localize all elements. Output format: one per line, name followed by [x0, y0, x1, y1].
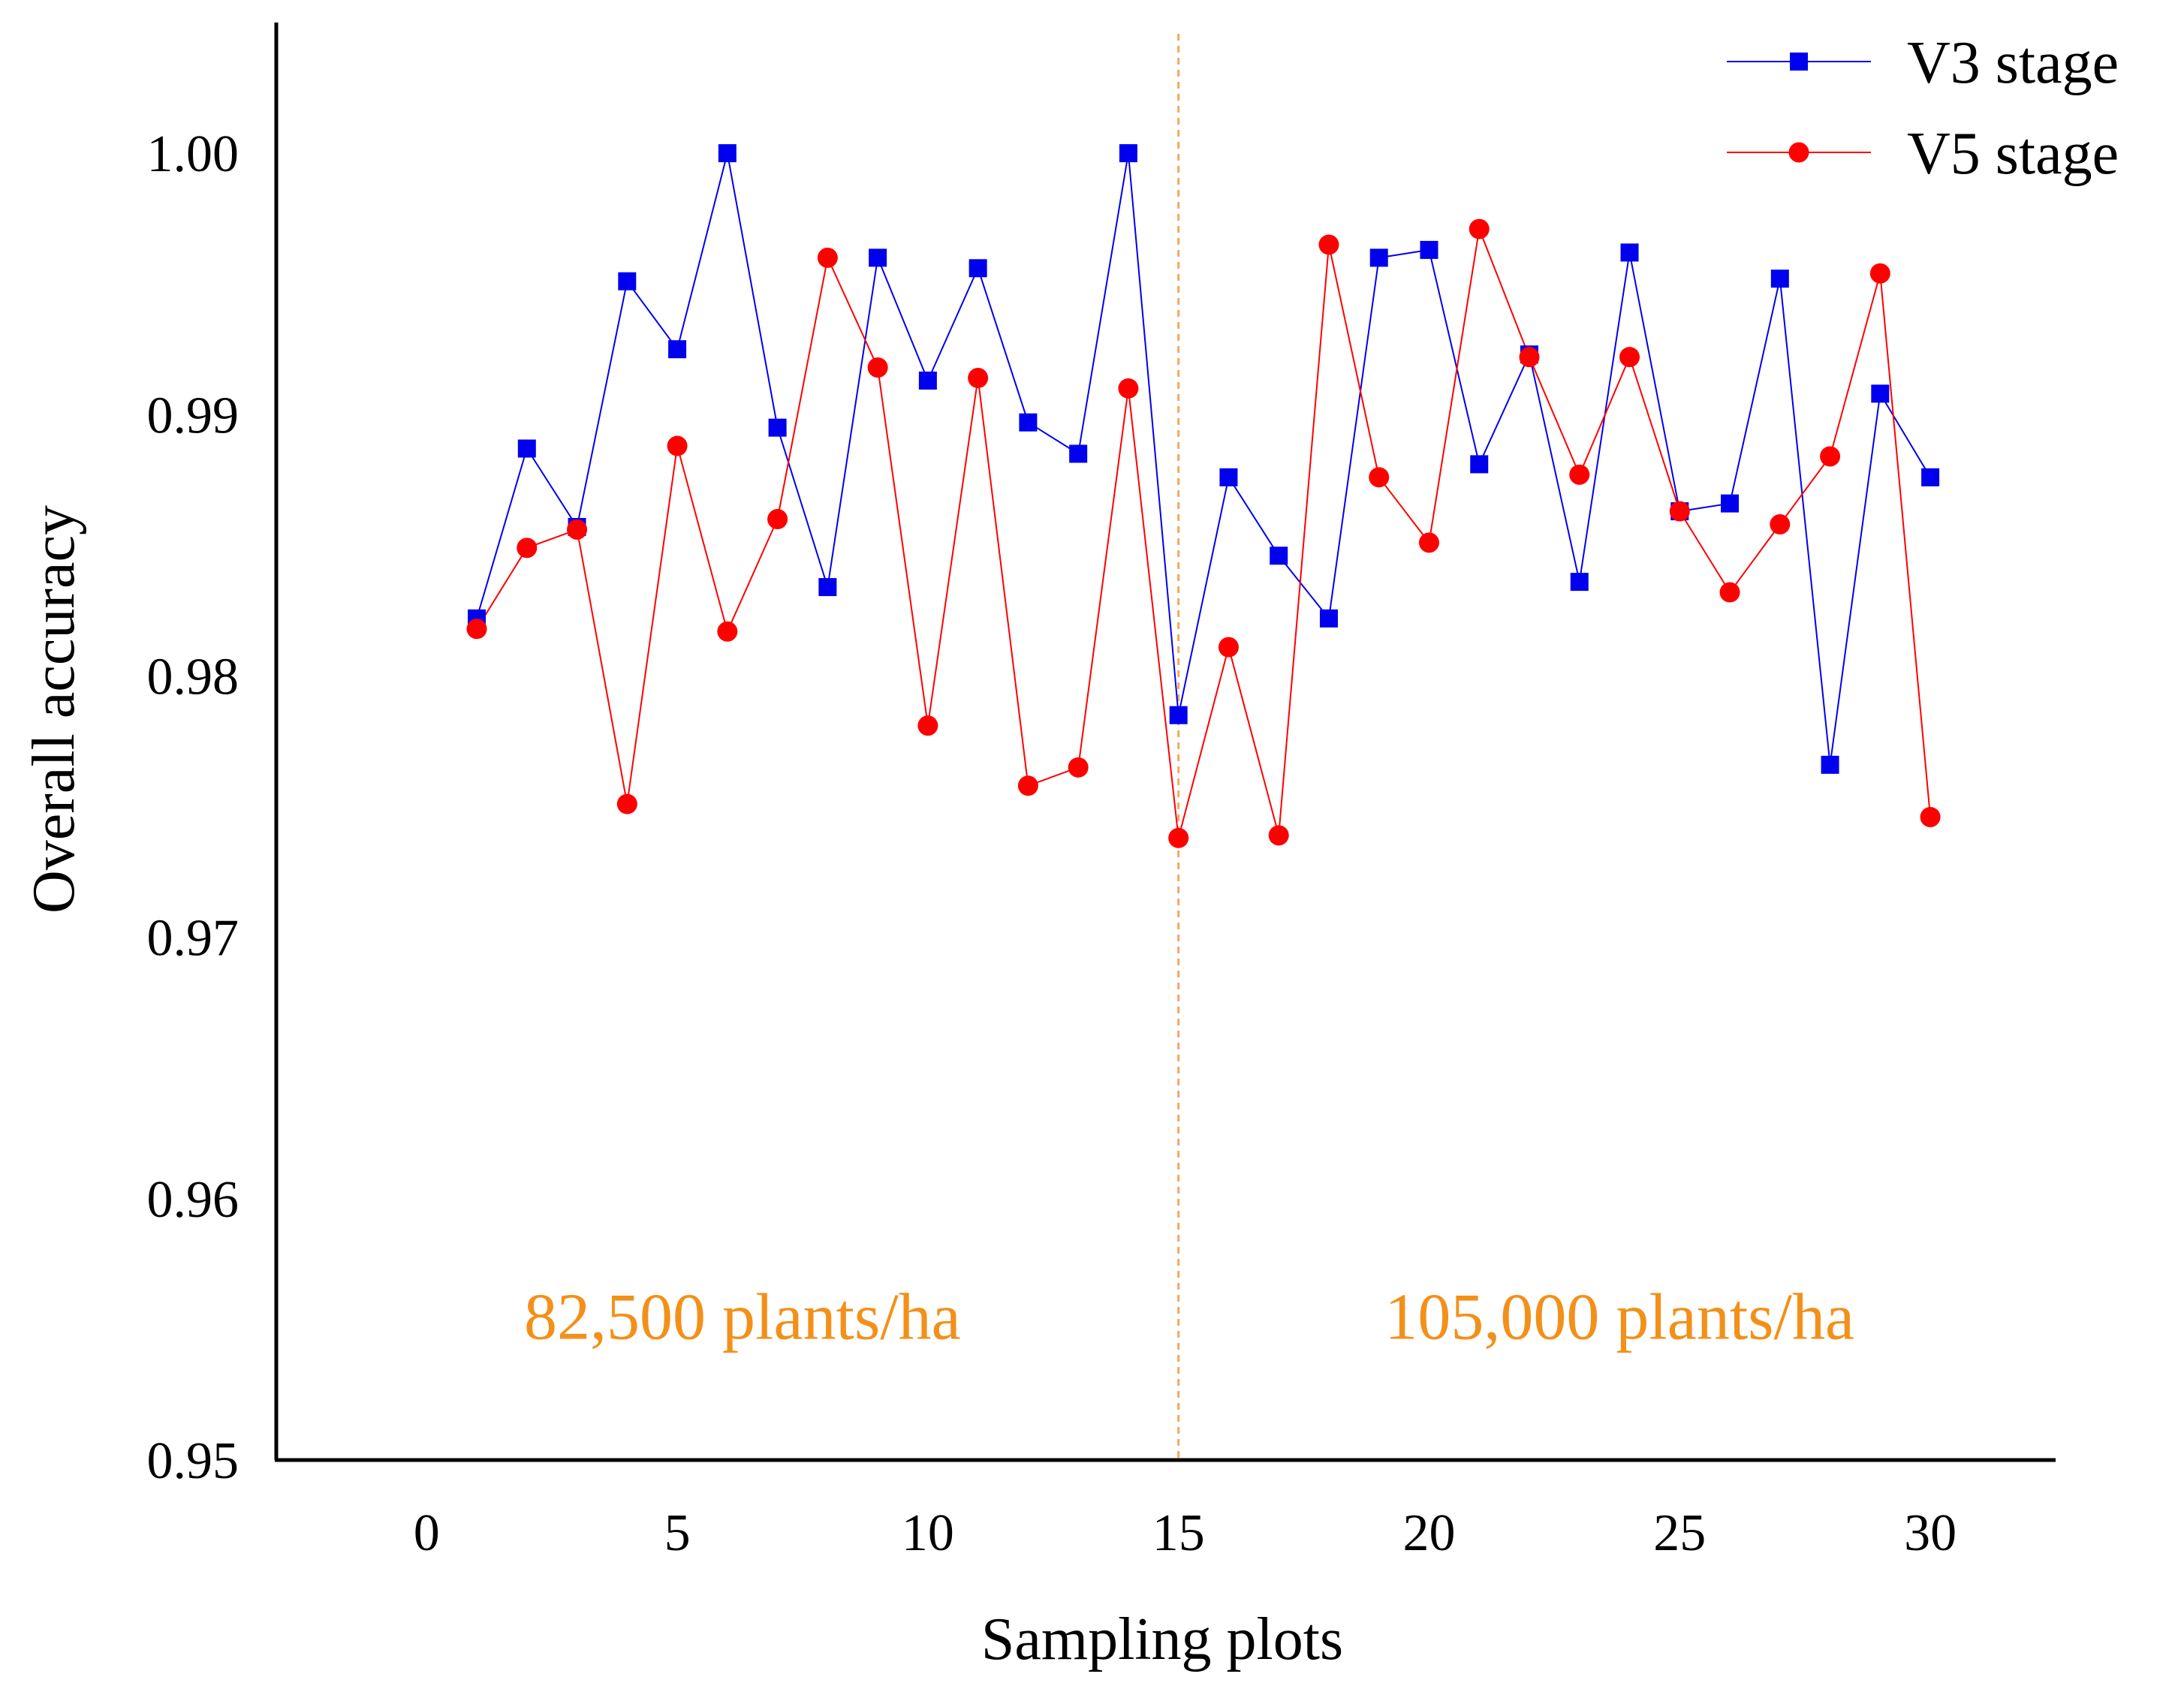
v3-data-point: [618, 272, 637, 291]
axes: [274, 23, 2056, 1462]
v3-data-point: [1721, 494, 1740, 513]
legend-v3-marker: [1790, 53, 1808, 71]
v3-data-point: [1470, 455, 1489, 474]
v5-data-point: [1719, 582, 1740, 603]
v5-data-point: [1569, 464, 1590, 485]
v5-data-point: [1218, 637, 1239, 658]
legend-v5-label: V5 stage: [1907, 121, 2119, 187]
y-tick-label: 0.97: [147, 910, 239, 968]
v5-data-point: [717, 621, 738, 642]
v5-data-point: [1920, 806, 1941, 827]
density-label-105000: 105,000 plants/ha: [1384, 1281, 1854, 1354]
v5-data-point: [667, 435, 688, 456]
v5-data-point: [517, 537, 538, 558]
x-tick-label: 0: [414, 1504, 440, 1562]
v5-data-point: [968, 368, 989, 389]
v5-data-point: [1068, 757, 1089, 778]
v5-data-point: [1869, 263, 1890, 284]
v3-data-point: [1219, 468, 1238, 486]
v3-data-point: [1019, 413, 1038, 432]
y-axis-title: Overall accuracy: [21, 505, 87, 914]
v3-data-point: [1069, 444, 1088, 463]
x-axis-title: Sampling plots: [981, 1606, 1343, 1672]
legend-v5-marker: [1788, 142, 1809, 163]
v3-data-point: [517, 439, 536, 458]
v5-data-point: [466, 619, 487, 640]
x-tick-label: 10: [902, 1504, 954, 1562]
v3-data-point: [1770, 269, 1789, 288]
v5-data-point: [616, 793, 637, 814]
v3-data-point: [768, 418, 787, 437]
v3-data-point: [1270, 546, 1288, 565]
v5-data-point: [1770, 514, 1791, 535]
v3-data-point: [1319, 609, 1338, 628]
v3-data-point: [1119, 144, 1137, 163]
v5-data-point: [1268, 825, 1289, 846]
v5-series-line: [476, 228, 1932, 839]
x-ticks: 0 5 10 15 20 25 30: [414, 1504, 1957, 1562]
v5-data-point: [1118, 378, 1139, 399]
v5-data-point: [1519, 347, 1540, 368]
v5-data-point: [1168, 827, 1189, 848]
v3-data-point: [1369, 248, 1388, 267]
legend-v3-label: V3 stage: [1907, 30, 2119, 96]
v5-data-point: [1369, 467, 1390, 488]
v5-data-point: [917, 715, 938, 736]
v3-data-point: [1871, 384, 1890, 403]
v5-data-point: [1318, 234, 1339, 255]
y-tick-label: 1.00: [147, 125, 239, 183]
v3-data-point: [718, 144, 737, 163]
y-tick-label: 0.95: [147, 1432, 239, 1490]
v3-data-point: [1420, 240, 1438, 259]
y-ticks: 0.95 0.96 0.97 0.98 0.99 1.00: [147, 125, 239, 1490]
v5-data-point: [767, 509, 788, 530]
x-tick-label: 30: [1904, 1504, 1957, 1562]
v5-data-point: [817, 247, 838, 268]
v3-data-point: [1821, 755, 1839, 774]
v5-data-point: [1820, 446, 1841, 467]
v3-data-point: [918, 372, 937, 390]
v3-data-point: [869, 248, 887, 267]
x-tick-label: 15: [1152, 1504, 1205, 1562]
v3-data-point: [1570, 573, 1589, 592]
v3-data-point: [1921, 468, 1940, 486]
v3-data-point: [968, 259, 987, 278]
v5-data-point: [1469, 218, 1490, 239]
x-tick-label: 25: [1653, 1504, 1706, 1562]
y-tick-label: 0.98: [147, 648, 239, 706]
x-tick-label: 20: [1402, 1504, 1455, 1562]
v3-data-point: [1620, 243, 1639, 262]
v3-data-point: [818, 578, 837, 597]
density-label-82500: 82,500 plants/ha: [524, 1281, 961, 1354]
v3-data-point: [668, 340, 687, 359]
v5-data-point: [567, 519, 588, 540]
v5-data-point: [1619, 347, 1640, 368]
v5-data-point: [867, 357, 888, 378]
plot-markers: [466, 144, 1941, 848]
v5-data-point: [1418, 532, 1439, 553]
v5-data-point: [1669, 501, 1690, 522]
x-tick-label: 5: [664, 1504, 691, 1562]
legend: V3 stage V5 stage: [1727, 30, 2119, 187]
v5-data-point: [1017, 775, 1038, 796]
y-tick-label: 0.96: [147, 1171, 239, 1229]
y-tick-label: 0.99: [147, 387, 239, 444]
v3-data-point: [1169, 706, 1188, 724]
